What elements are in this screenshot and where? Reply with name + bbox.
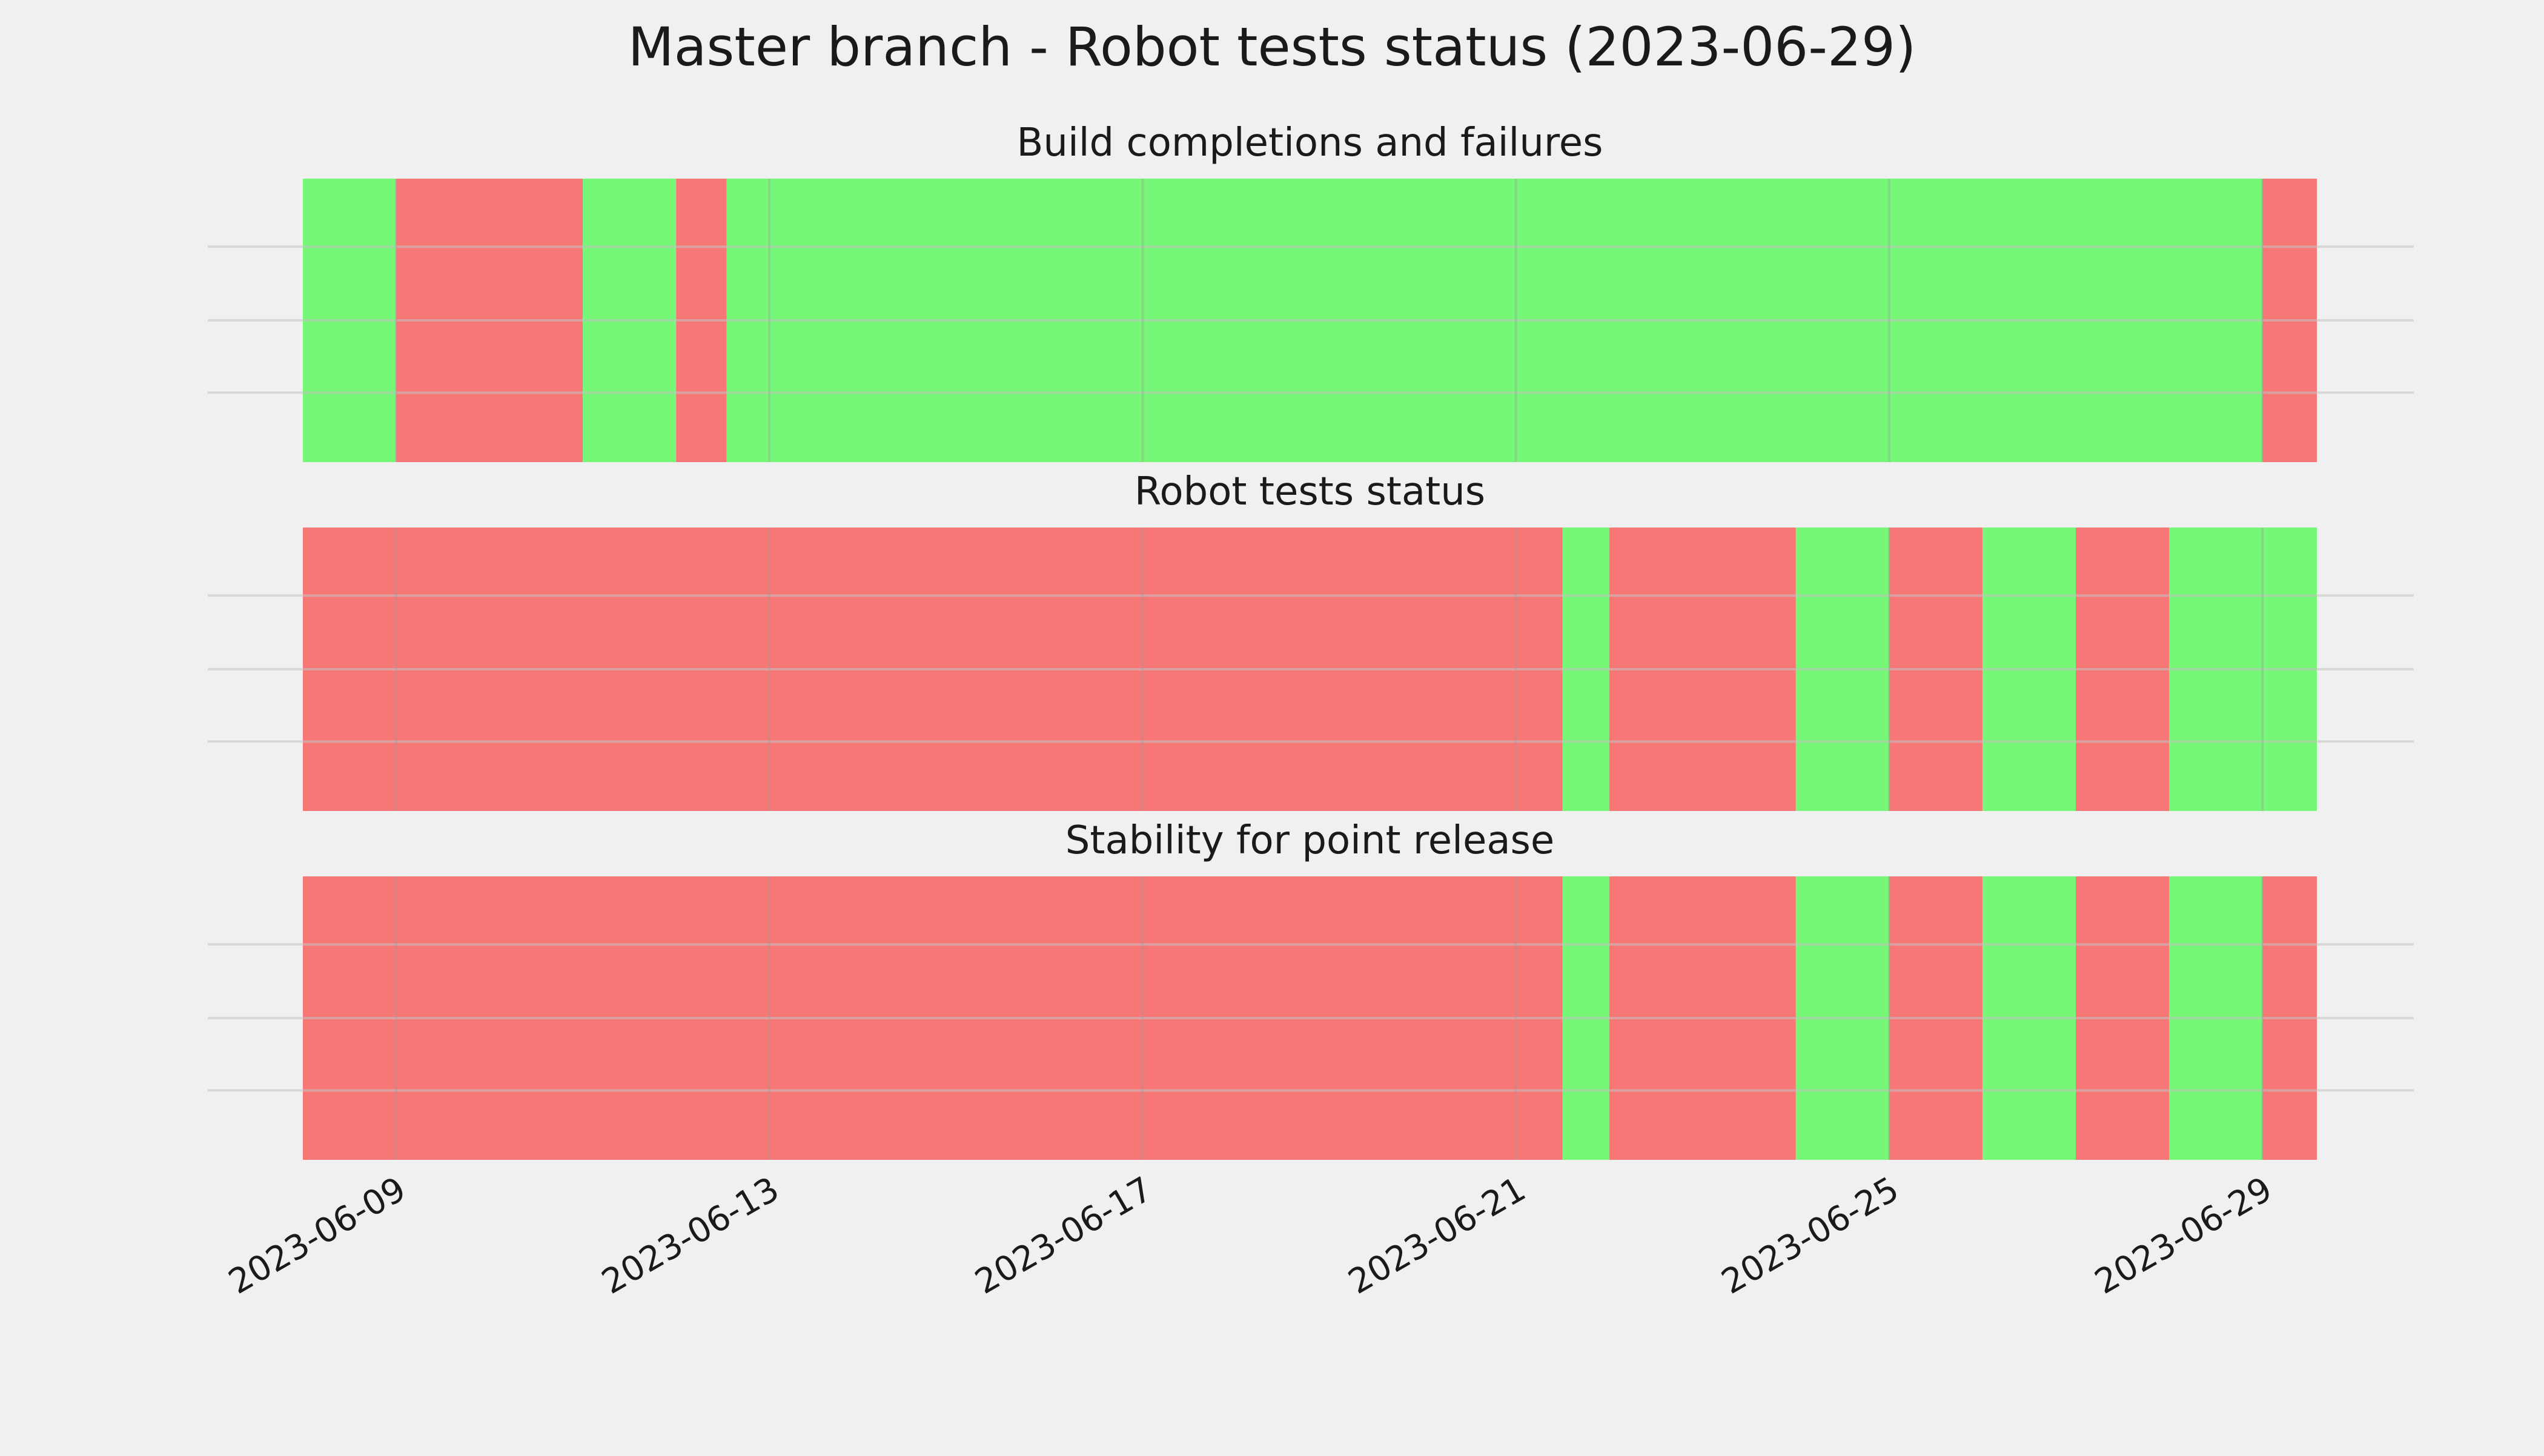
x-tick-label-6: 2023-06-29 xyxy=(2089,1170,2279,1302)
x-tick-label-2: 2023-06-13 xyxy=(595,1170,786,1302)
panel-title-1: Build completions and failures xyxy=(1017,121,1603,165)
x-tick-label-1: 2023-06-09 xyxy=(222,1170,412,1302)
panel-title-2: Robot tests status xyxy=(1135,469,1485,514)
x-tick-label-5: 2023-06-25 xyxy=(1715,1170,1906,1302)
chart-title: Master branch - Robot tests status (2023… xyxy=(628,16,1916,78)
x-tick-label-3: 2023-06-17 xyxy=(969,1170,1159,1302)
panel-title-3: Stability for point release xyxy=(1065,818,1555,863)
x-tick-label-4: 2023-06-21 xyxy=(1342,1170,1532,1302)
